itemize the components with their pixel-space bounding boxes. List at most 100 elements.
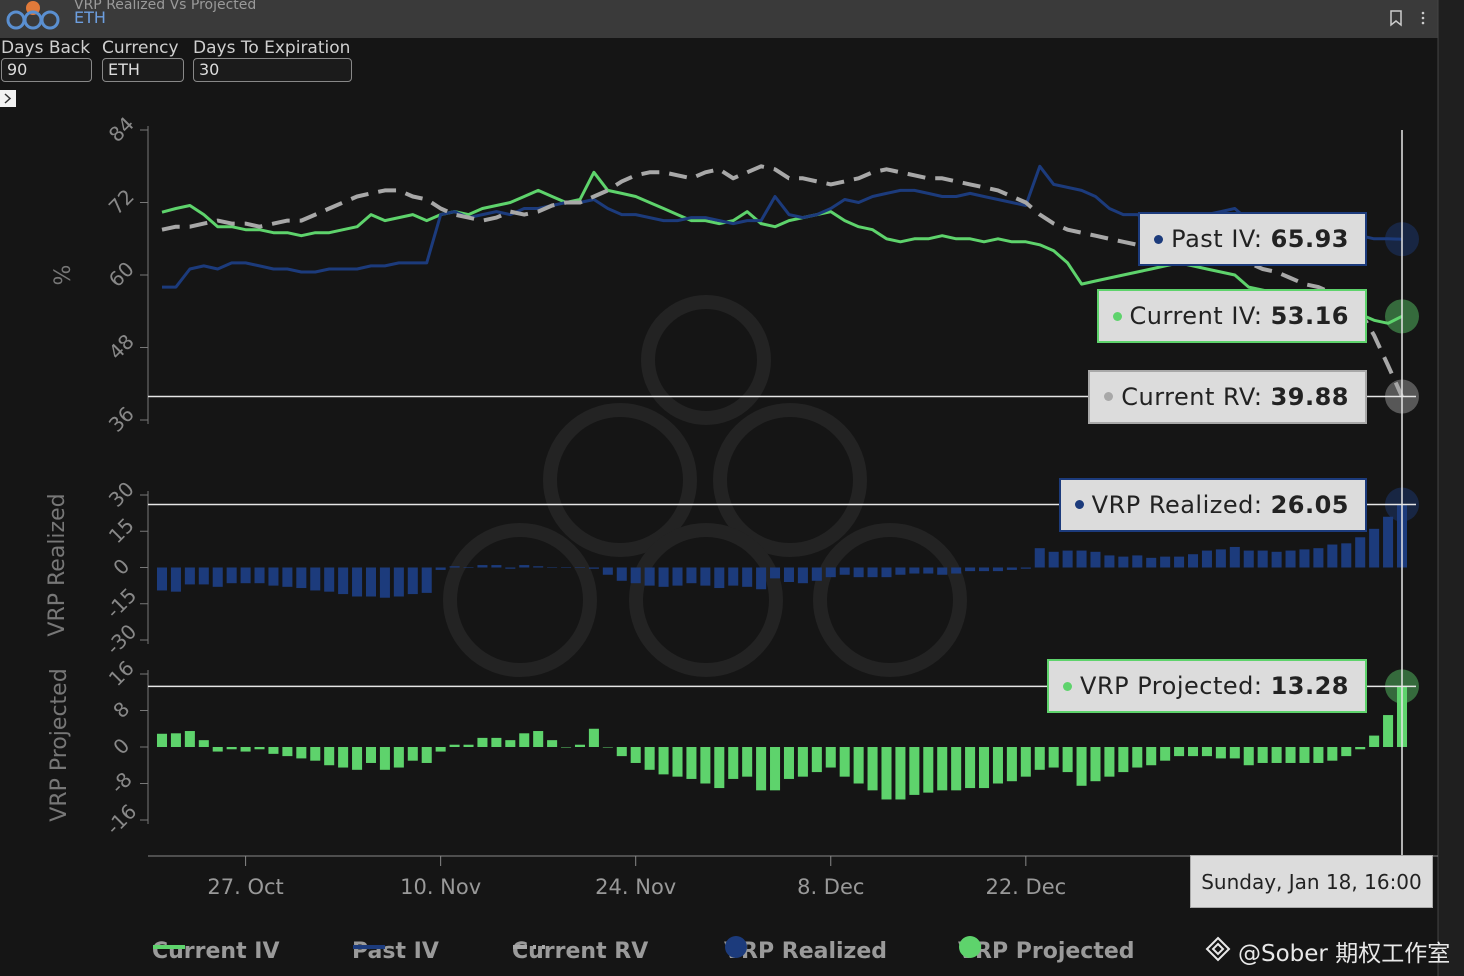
bar	[965, 747, 976, 789]
bar	[198, 740, 209, 747]
tooltip-series: Past IV	[1171, 225, 1270, 253]
bar	[728, 567, 739, 586]
bar	[477, 565, 488, 568]
tooltip-dot	[1112, 311, 1122, 321]
input-box[interactable]: 90	[1, 58, 92, 82]
bar	[1076, 550, 1087, 568]
sidebar-toggle[interactable]	[0, 90, 16, 107]
bar	[505, 740, 516, 747]
input-field[interactable]: Currency ETH	[102, 38, 184, 82]
bar	[533, 731, 544, 747]
y-tick-label: 36	[104, 402, 139, 437]
y-tick-label: 60	[104, 257, 139, 292]
bar	[895, 747, 906, 800]
bar	[756, 747, 767, 791]
bar	[672, 747, 683, 777]
header-subtitle: ETH	[74, 8, 106, 27]
bar	[630, 747, 641, 763]
bar	[923, 567, 934, 574]
y-axis-label: %	[51, 265, 76, 286]
bar	[240, 747, 251, 752]
y-tick-label: -15	[101, 583, 141, 623]
bar	[435, 747, 446, 752]
legend-label: Current RV	[512, 938, 649, 964]
bar	[1090, 551, 1101, 568]
x-tick-label: 24. Nov	[595, 875, 676, 899]
bar	[1118, 747, 1129, 773]
y-tick-label: -30	[101, 619, 141, 659]
y-tick-label: 8	[108, 697, 134, 723]
bar	[616, 567, 627, 581]
bar	[1327, 544, 1338, 568]
bar	[742, 567, 753, 587]
tooltip-date: Sunday, Jan 18, 16:00	[1190, 855, 1433, 908]
bar	[421, 567, 432, 593]
bar	[170, 733, 181, 747]
bar	[170, 567, 181, 592]
bar	[1243, 550, 1254, 568]
bar	[533, 566, 544, 568]
bar	[853, 747, 864, 784]
tooltip-dot	[1074, 500, 1084, 510]
bar	[588, 728, 599, 747]
bar	[1174, 747, 1185, 757]
bar	[1146, 557, 1157, 568]
legend-item[interactable]: Current RV	[512, 935, 648, 967]
bar	[811, 567, 822, 581]
bar	[365, 747, 377, 763]
bar	[547, 567, 558, 568]
bar	[1034, 747, 1045, 770]
bar	[1090, 747, 1101, 782]
tooltip: VRP Realized26.05	[1058, 477, 1367, 532]
bar	[770, 747, 781, 791]
tooltip-series: Current IV	[1130, 302, 1271, 330]
bar	[839, 567, 850, 575]
bar	[212, 747, 223, 752]
input-label: Days To Expiration	[193, 38, 351, 58]
bar	[1062, 550, 1073, 568]
line-3	[161, 164, 1404, 398]
bar	[686, 747, 697, 779]
bar	[1132, 555, 1143, 568]
bar	[463, 744, 474, 747]
legend-item[interactable]: VRP Projected	[958, 935, 1135, 967]
bar	[797, 747, 808, 777]
legend-item[interactable]: VRP Realized	[724, 935, 887, 967]
bar	[602, 747, 613, 748]
input-box[interactable]: ETH	[102, 58, 184, 82]
input-box[interactable]: 30	[193, 58, 352, 82]
bookmark-icon[interactable]	[1390, 10, 1402, 27]
bar	[1355, 537, 1366, 568]
bar	[477, 737, 488, 747]
header-title: VRP Realized Vs Projected	[74, 0, 257, 13]
bar	[700, 567, 711, 586]
bar	[268, 747, 279, 754]
bar	[519, 565, 530, 568]
input-field[interactable]: Days To Expiration 30	[193, 38, 352, 82]
bar	[1104, 747, 1115, 777]
y-tick-label: 30	[104, 477, 139, 512]
bar	[630, 567, 641, 584]
legend-item[interactable]: Past IV	[352, 935, 439, 967]
bar	[853, 567, 864, 578]
bar	[1299, 747, 1310, 763]
y-tick-label: 16	[104, 656, 139, 691]
tooltip: VRP Projected13.28	[1047, 659, 1367, 714]
bar	[324, 747, 335, 766]
bar	[1215, 747, 1226, 759]
bar	[1034, 548, 1045, 568]
y-tick-label: 0	[108, 554, 134, 580]
legend-item[interactable]: Current IV	[152, 935, 279, 967]
bar	[379, 747, 390, 770]
menu-icon[interactable]	[1421, 11, 1425, 25]
tooltip-value: 13.28	[1270, 672, 1349, 701]
y-tick-label: 15	[104, 513, 139, 548]
bar	[783, 747, 794, 779]
input-field[interactable]: Days Back 90	[1, 38, 92, 82]
bar	[672, 567, 683, 586]
bar	[923, 747, 934, 793]
legend-symbol	[153, 945, 185, 949]
bar	[1187, 747, 1199, 757]
bar	[449, 566, 460, 568]
bar	[561, 747, 572, 748]
